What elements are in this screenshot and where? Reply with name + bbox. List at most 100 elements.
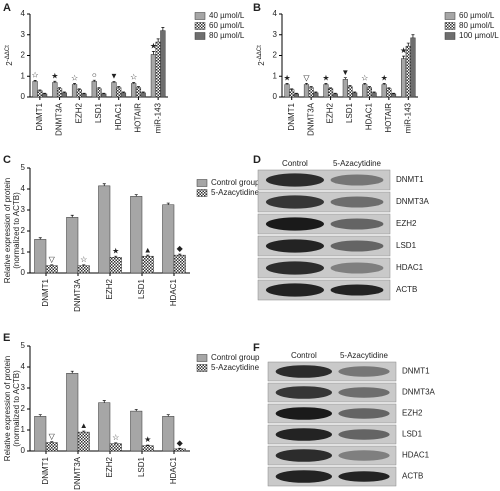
legend-label: 60 µmol/L: [209, 21, 245, 30]
error-bar: [309, 86, 313, 88]
legend-label: 40 µmol/L: [209, 11, 245, 20]
y-tick-label: 1: [21, 71, 26, 80]
bar: [347, 86, 353, 98]
x-tick-label: DNMT1: [41, 278, 50, 306]
error-bar: [406, 42, 410, 47]
x-tick-label: HDAC1: [169, 278, 178, 306]
error-bar: [348, 85, 352, 87]
error-bar: [33, 80, 37, 82]
blot-row-label: DNMT1: [402, 367, 430, 376]
significance-symbol: ☆: [361, 74, 368, 83]
significance-symbol: ▼: [341, 68, 349, 77]
bar: [131, 83, 137, 98]
x-tick-label: HOTAIR: [134, 103, 143, 133]
bar: [362, 84, 368, 98]
error-bar: [38, 89, 42, 91]
significance-symbol: ★: [112, 246, 119, 255]
legend-swatch: [194, 32, 206, 40]
bar: [140, 92, 146, 98]
error-bar: [77, 88, 81, 90]
bar: [41, 93, 48, 98]
error-bar: [50, 264, 54, 266]
error-bar: [97, 87, 101, 89]
blot-band: [265, 173, 324, 187]
significance-symbol: ▲: [80, 421, 88, 430]
bar: [327, 88, 334, 98]
legend-swatch: [444, 12, 456, 20]
blot-band: [330, 240, 384, 252]
y-axis-label-base: 2: [5, 61, 14, 66]
legend-label: 5-Azacytidine: [211, 188, 260, 197]
significance-symbol: ▼: [110, 72, 118, 81]
blot-row-label: ACTB: [402, 472, 423, 481]
y-axis-label: 2-ΔΔCt: [257, 45, 267, 66]
y-axis-label: Relative expression of protein: [3, 356, 12, 461]
blot-band: [338, 450, 390, 461]
x-tick-label: EZH2: [105, 456, 114, 477]
legend-swatch: [194, 12, 206, 20]
x-tick-label: LSD1: [94, 102, 103, 123]
bar: [293, 93, 299, 98]
bar: [141, 255, 154, 274]
x-tick-label: DNMT3A: [306, 102, 315, 136]
significance-symbol: ◆: [177, 438, 184, 447]
blot-band: [338, 408, 390, 419]
error-bar: [114, 255, 118, 258]
bar: [45, 265, 58, 274]
x-tick-label: HDAC1: [365, 102, 374, 130]
error-bar: [50, 441, 54, 443]
significance-symbol: ★: [381, 74, 388, 83]
y-tick-label: 3: [21, 205, 26, 214]
blot-band: [275, 407, 332, 420]
error-bar: [411, 34, 415, 38]
bar: [352, 92, 358, 98]
error-bar: [146, 444, 150, 446]
blot-row-label: HDAC1: [402, 451, 430, 460]
legend-label: 5-Azacytidine: [211, 363, 260, 372]
panel-label: A: [3, 2, 11, 14]
legend-label: 100 µmol/L: [459, 31, 499, 40]
error-bar: [285, 83, 289, 85]
x-tick-label: HOTAIR: [384, 103, 393, 133]
significance-symbol: ★: [150, 41, 157, 50]
error-bar: [136, 86, 140, 88]
blot-column-label: Control: [282, 159, 308, 168]
bar: [116, 87, 122, 98]
error-bar: [382, 83, 386, 85]
bar: [332, 93, 338, 98]
y-axis-label-sup: -ΔΔCt: [257, 45, 263, 61]
bar: [313, 92, 319, 98]
error-bar: [392, 92, 396, 94]
error-bar: [343, 77, 347, 80]
bar: [150, 54, 157, 98]
bar: [173, 254, 186, 274]
x-tick-label: DNMT3A: [55, 102, 64, 136]
bar: [77, 431, 90, 452]
blot-band: [275, 449, 332, 462]
bar: [173, 448, 186, 452]
bar: [91, 81, 97, 98]
y-axis-label: (normalized to ACTB): [12, 370, 21, 447]
bar: [390, 93, 397, 98]
y-tick-label: 4: [21, 184, 26, 193]
legend-label: 80 µmol/L: [459, 21, 495, 30]
x-tick-label: HDAC1: [169, 456, 178, 484]
error-bar: [102, 92, 106, 94]
error-bar: [294, 92, 298, 94]
error-bar: [134, 194, 138, 197]
x-tick-label: miR-143: [403, 102, 412, 133]
bar: [61, 92, 67, 98]
bar: [323, 84, 329, 98]
error-bar: [112, 81, 116, 83]
significance-symbol: ☆: [80, 255, 87, 264]
blot-band: [338, 366, 390, 377]
error-bar: [387, 87, 391, 89]
error-bar: [53, 80, 57, 83]
y-axis-label: Relative expression of protein: [3, 178, 12, 283]
x-tick-label: DNMT3A: [73, 278, 82, 312]
x-tick-label: LSD1: [345, 102, 354, 123]
y-tick-label: 0: [21, 446, 26, 455]
blot-band: [265, 261, 324, 275]
bar: [109, 257, 122, 274]
significance-symbol: ★: [283, 74, 290, 83]
